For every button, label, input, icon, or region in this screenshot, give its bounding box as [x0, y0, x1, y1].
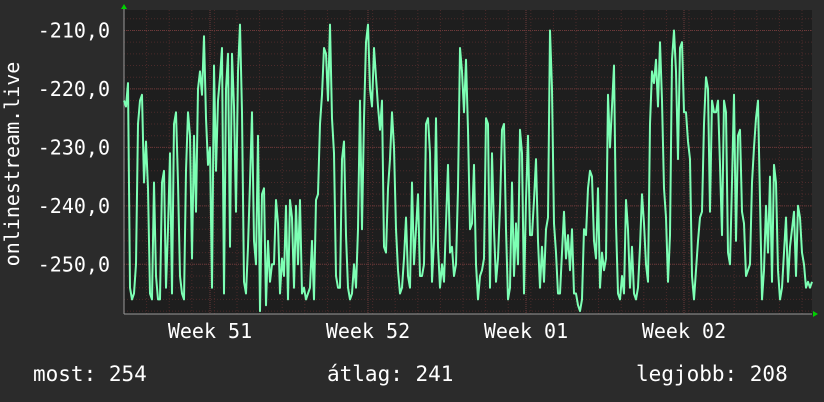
x-tick-label: Week 51 — [168, 319, 252, 343]
y-axis-arrow — [121, 4, 127, 9]
axes — [121, 4, 818, 317]
y-tick-label: -210,0 — [38, 18, 110, 42]
series-line — [123, 23, 813, 313]
x-tick-label: Week 01 — [484, 319, 568, 343]
average-value: átlag: 241 — [327, 362, 454, 386]
y-tick-label: -250,0 — [38, 252, 110, 276]
x-tick-label: Week 52 — [326, 319, 410, 343]
y-axis-label: onlinestream.live — [0, 62, 24, 267]
y-tick-label: -230,0 — [38, 135, 110, 159]
y-tick-labels: -210,0 -220,0 -230,0 -240,0 -250,0 — [38, 18, 110, 276]
best-value: legjobb: 208 — [636, 362, 788, 386]
x-axis-arrow — [813, 311, 818, 317]
y-tick-label: -220,0 — [38, 77, 110, 101]
grid — [123, 10, 812, 314]
x-tick-labels: Week 51 Week 52 Week 01 Week 02 — [168, 319, 726, 343]
y-tick-label: -240,0 — [38, 194, 110, 218]
x-tick-label: Week 02 — [642, 319, 726, 343]
current-value: most: 254 — [33, 362, 147, 386]
